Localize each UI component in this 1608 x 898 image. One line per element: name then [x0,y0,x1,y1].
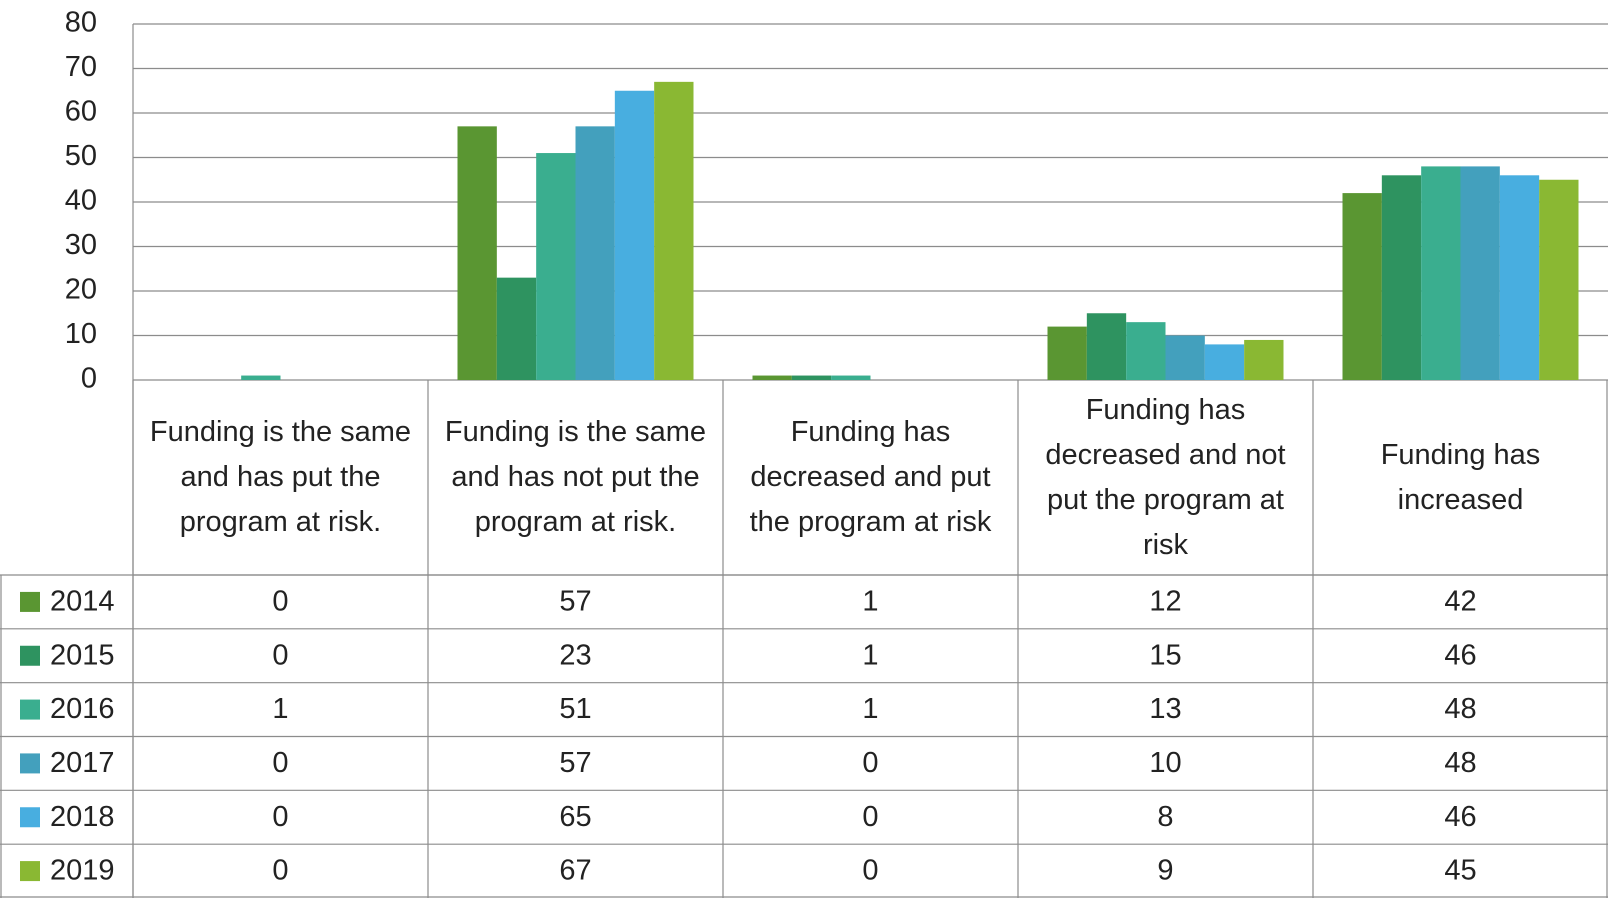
table-value: 12 [1149,586,1181,618]
category-cell: Funding has decreased and put the progra… [749,416,992,538]
bar [1244,339,1284,380]
legend-label: 2017 [50,747,115,779]
legend-label: 2018 [50,801,115,833]
table-value: 1 [862,586,878,618]
table-value: 45 [1444,855,1476,887]
bar [536,153,576,380]
x-tick-label: Funding has increased [1380,438,1541,516]
legend-swatch [20,645,40,666]
table-value: 48 [1444,693,1476,725]
table-value: 0 [862,855,878,887]
category-cell: Funding has decreased and not put the pr… [1045,393,1286,561]
table-value: 1 [862,639,878,671]
bar [1342,193,1382,380]
legend-swatch [20,861,40,882]
bar [1499,175,1540,380]
y-tick-label: 50 [65,140,97,172]
bar [1126,322,1166,380]
table-value: 15 [1149,639,1181,671]
table-value: 57 [559,586,591,618]
table-value: 8 [1157,801,1173,833]
table-value: 1 [272,693,288,725]
table-value: 0 [272,801,288,833]
category-cell: Funding has increased [1380,438,1541,516]
table-value: 0 [862,801,878,833]
bar [1086,313,1127,380]
table-value: 0 [272,586,288,618]
table-value: 46 [1444,639,1476,671]
table-value: 46 [1444,801,1476,833]
y-tick-label: 10 [65,318,97,350]
x-tick-label: Funding has decreased and not put the pr… [1045,393,1286,561]
table-value: 42 [1444,586,1476,618]
y-tick-label: 80 [65,7,97,39]
bar [575,126,615,380]
bar [1381,175,1422,380]
table-value: 9 [1157,855,1173,887]
bar [752,375,792,380]
table-value: 10 [1149,747,1181,779]
bar [496,277,537,380]
table-value: 1 [862,693,878,725]
bar [1204,344,1245,380]
legend-swatch [20,591,40,612]
legend-label: 2016 [50,693,115,725]
y-tick-label: 0 [81,363,97,395]
bar [1460,166,1500,380]
bar [1539,179,1579,380]
bar [241,375,281,380]
y-tick-label: 60 [65,96,97,128]
legend-swatch [20,753,40,774]
legend-label: 2019 [50,855,115,887]
bar [614,90,655,380]
bar [1421,166,1461,380]
legend-label: 2015 [50,639,115,671]
legend-label: 2014 [50,586,115,618]
y-tick-label: 20 [65,274,97,306]
y-tick-label: 70 [65,51,97,83]
legend-swatch [20,699,40,720]
table-value: 0 [272,855,288,887]
x-tick-label: Funding is the same and has not put the … [444,416,707,538]
category-cell: Funding is the same and has put the prog… [149,416,412,538]
bar [457,126,497,380]
bar [831,375,871,380]
table-value: 0 [272,639,288,671]
category-cell: Funding is the same and has not put the … [444,416,707,538]
table-value: 13 [1149,693,1181,725]
table-value: 65 [559,801,591,833]
bar [654,81,694,380]
table-value: 57 [559,747,591,779]
x-tick-label: Funding has decreased and put the progra… [749,416,992,538]
legend-swatch [20,807,40,828]
table-value: 23 [559,639,591,671]
y-tick-label: 30 [65,229,97,261]
table-value: 0 [272,747,288,779]
bar [1165,335,1205,380]
table-value: 67 [559,855,591,887]
x-tick-label: Funding is the same and has put the prog… [149,416,412,538]
bar [1047,326,1087,380]
table-value: 48 [1444,747,1476,779]
bar [791,375,832,380]
table-value: 0 [862,747,878,779]
y-tick-label: 40 [65,185,97,217]
table-value: 51 [559,693,591,725]
